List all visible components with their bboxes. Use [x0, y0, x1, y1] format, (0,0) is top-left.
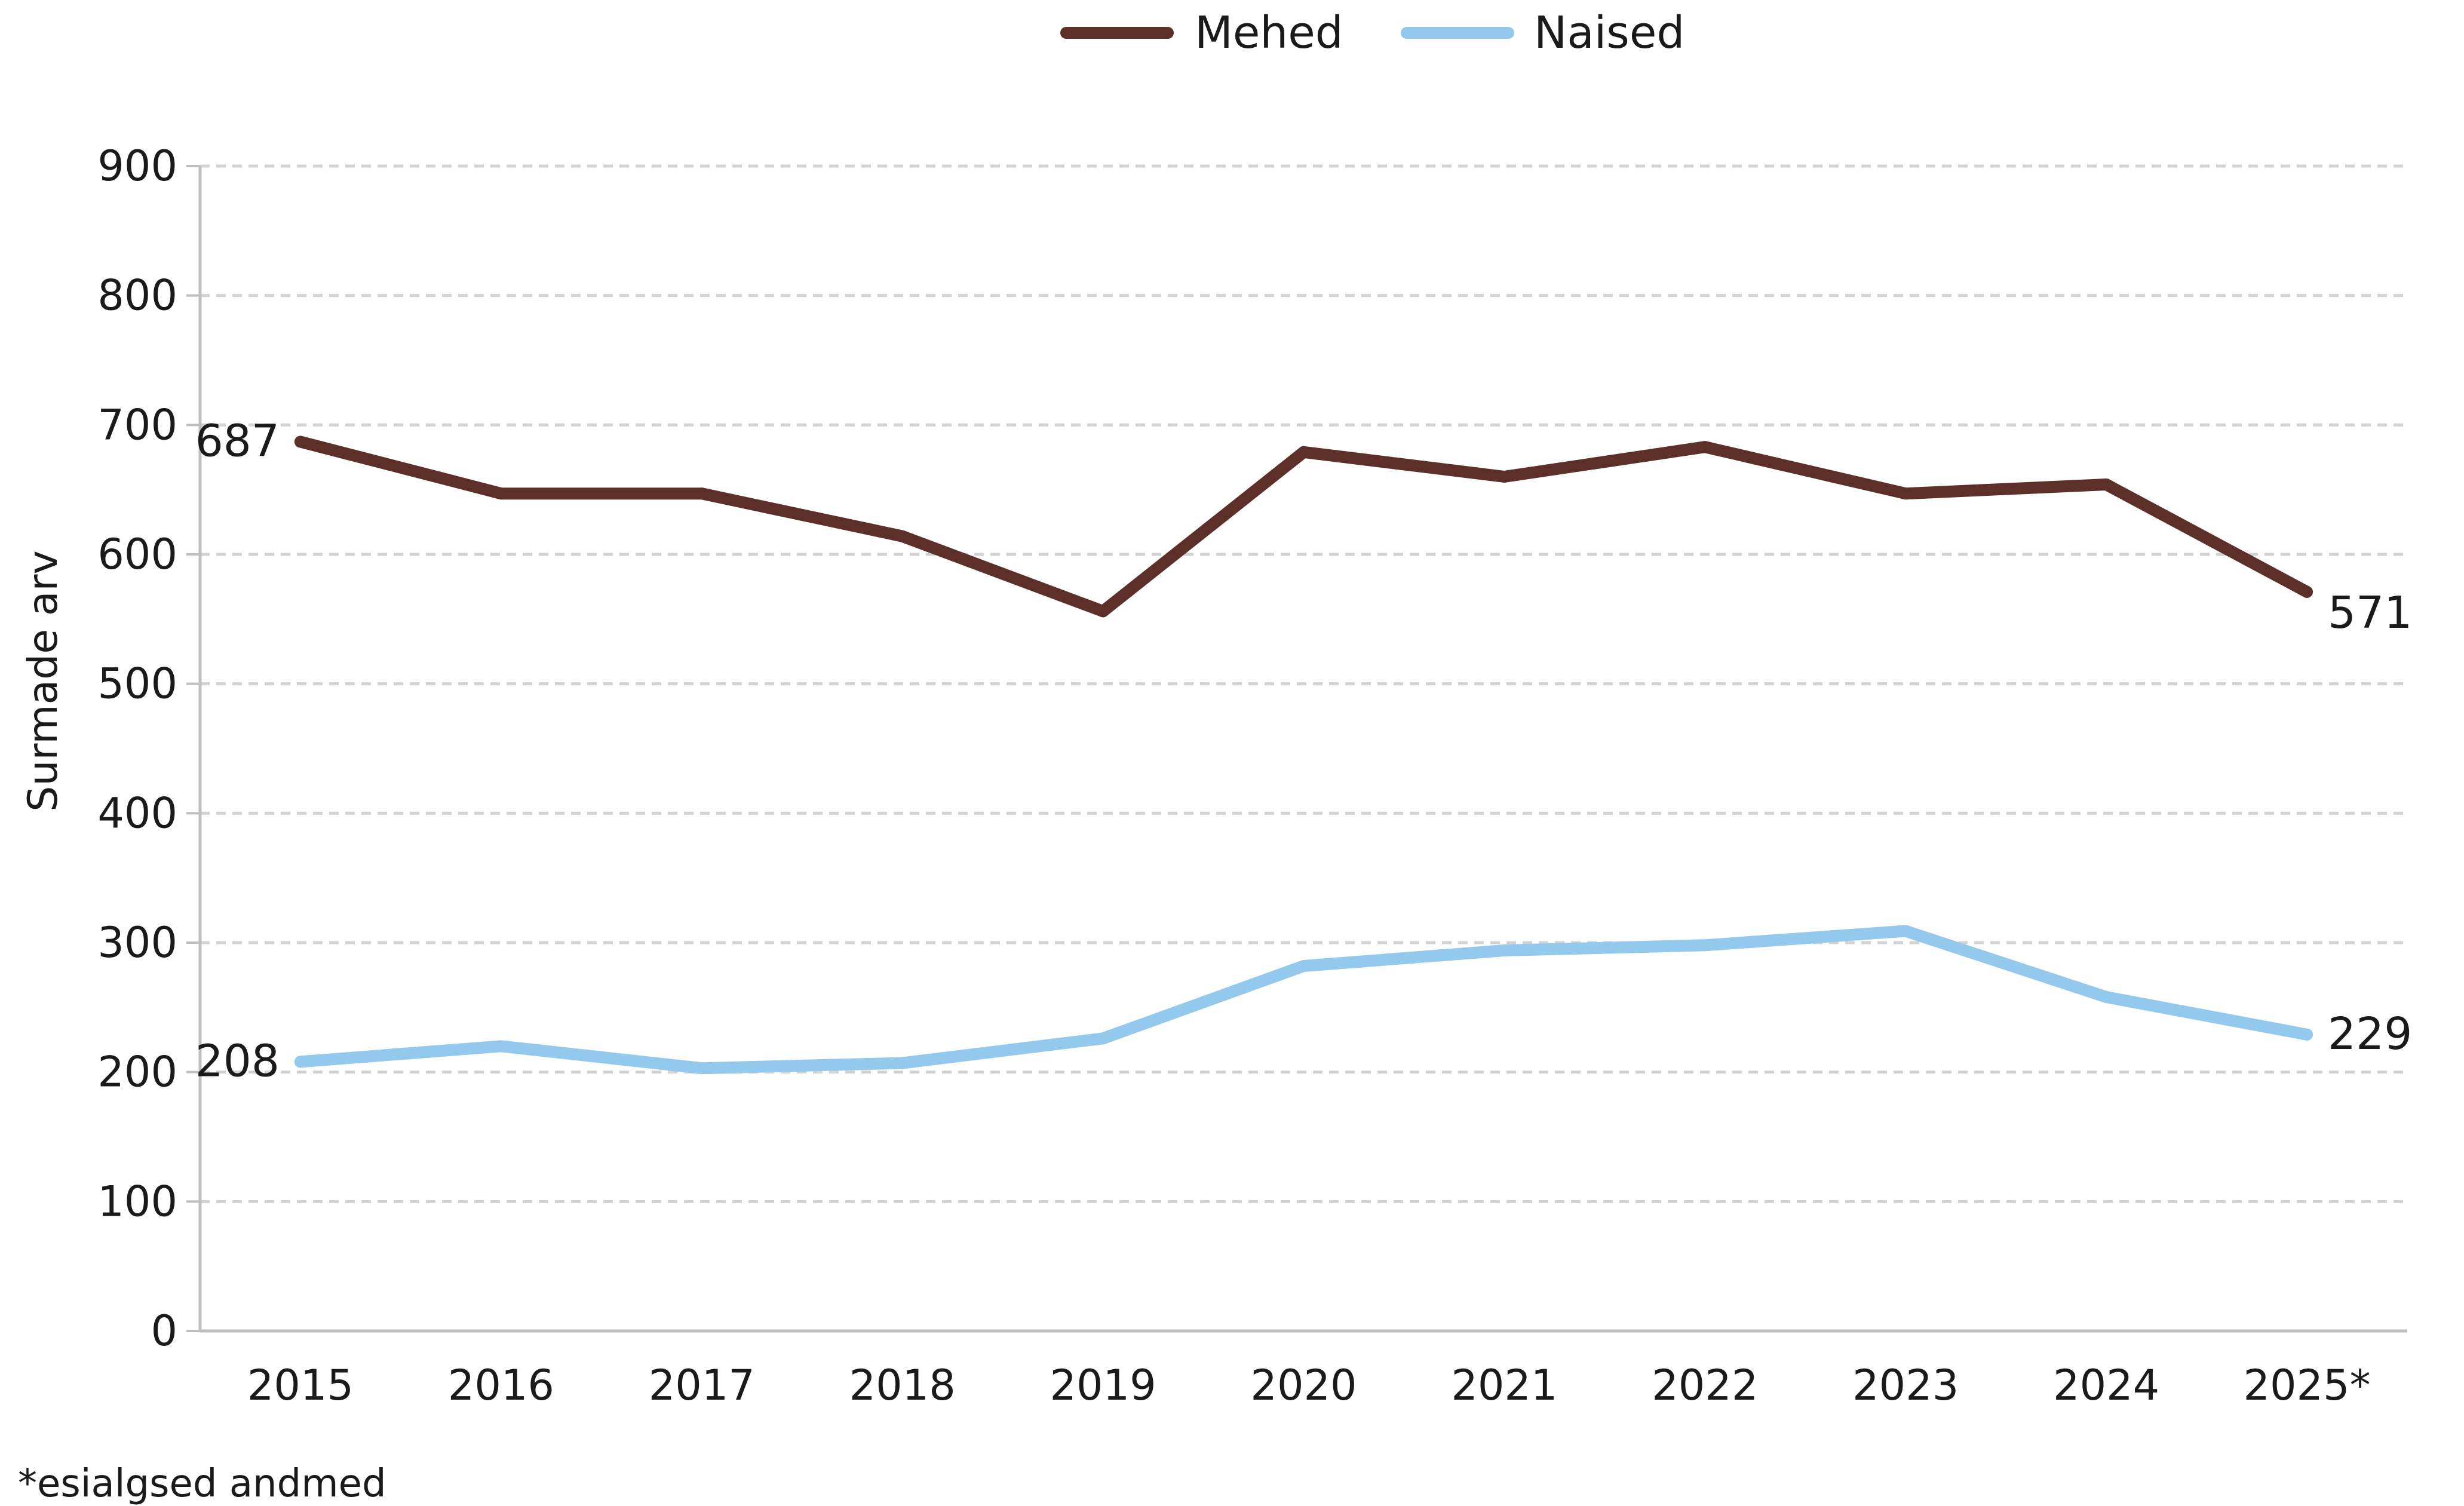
y-tick-label: 500: [97, 660, 177, 708]
x-tick-label: 2024: [2053, 1361, 2159, 1410]
y-tick-label: 0: [151, 1306, 177, 1355]
gridlines: [200, 164, 2407, 1203]
x-axis-ticks: 2015 2016 2017 2018 2019 2020 2021 2022 2023 2024…: [247, 1361, 2371, 1410]
legend-label-mehed: Mehed: [1195, 7, 1343, 59]
y-axis-ticks: 0 100 200 300 400 500 600 700 800 900: [97, 142, 200, 1355]
data-label: 571: [2328, 587, 2412, 639]
y-tick-label: 300: [97, 918, 177, 967]
data-labels: 687 571 208 229: [195, 416, 2413, 1087]
data-point: [896, 1057, 909, 1069]
data-point: [695, 487, 708, 500]
axes: [198, 166, 2407, 1333]
x-tick-label: 2015: [247, 1361, 354, 1410]
data-point: [1097, 1032, 1109, 1045]
x-tick-label: 2017: [649, 1361, 755, 1410]
data-point: [1699, 939, 1711, 952]
series-line-mehed: [294, 435, 2313, 618]
data-point: [896, 530, 909, 542]
data-label: 687: [195, 416, 280, 467]
legend: Mehed Naised: [1060, 7, 1684, 59]
series-line-naised: [294, 925, 2313, 1075]
y-tick-label: 800: [97, 271, 177, 320]
legend-label-naised: Naised: [1534, 7, 1684, 59]
x-tick-label: 2023: [1852, 1361, 1959, 1410]
y-tick-label: 700: [97, 400, 177, 449]
data-point: [2301, 1028, 2313, 1041]
footnote: *esialgsed andmed: [18, 1462, 386, 1506]
x-tick-label: 2021: [1451, 1361, 1557, 1410]
data-point: [1297, 960, 1310, 972]
x-tick-label: 2019: [1050, 1361, 1156, 1410]
data-point: [1699, 441, 1711, 453]
data-point: [1097, 605, 1109, 618]
x-tick-label: 2020: [1250, 1361, 1357, 1410]
y-tick-label: 400: [97, 789, 177, 838]
data-point: [2301, 585, 2313, 598]
data-point: [2100, 991, 2113, 1003]
data-point: [1498, 471, 1511, 483]
y-tick-label: 200: [97, 1048, 177, 1097]
data-point: [1900, 925, 1912, 937]
y-tick-label: 600: [97, 530, 177, 579]
data-point: [294, 1056, 306, 1068]
data-point: [695, 1062, 708, 1075]
data-point: [1900, 487, 1912, 500]
data-point: [2100, 479, 2113, 490]
data-point: [1297, 446, 1310, 458]
x-tick-label: 2016: [448, 1361, 554, 1410]
y-tick-label: 900: [97, 142, 177, 191]
data-point: [1498, 944, 1511, 956]
data-label: 208: [195, 1035, 280, 1087]
data-point: [495, 487, 507, 500]
data-point: [495, 1040, 507, 1053]
data-point: [294, 435, 306, 448]
y-tick-label: 100: [97, 1177, 177, 1226]
x-tick-label: 2022: [1652, 1361, 1758, 1410]
x-tick-label: 2025*: [2243, 1361, 2370, 1410]
series-lines: [294, 435, 2313, 1075]
data-label: 229: [2328, 1008, 2412, 1060]
y-axis-title: Surmade arv: [20, 550, 67, 811]
x-tick-label: 2018: [849, 1361, 956, 1410]
